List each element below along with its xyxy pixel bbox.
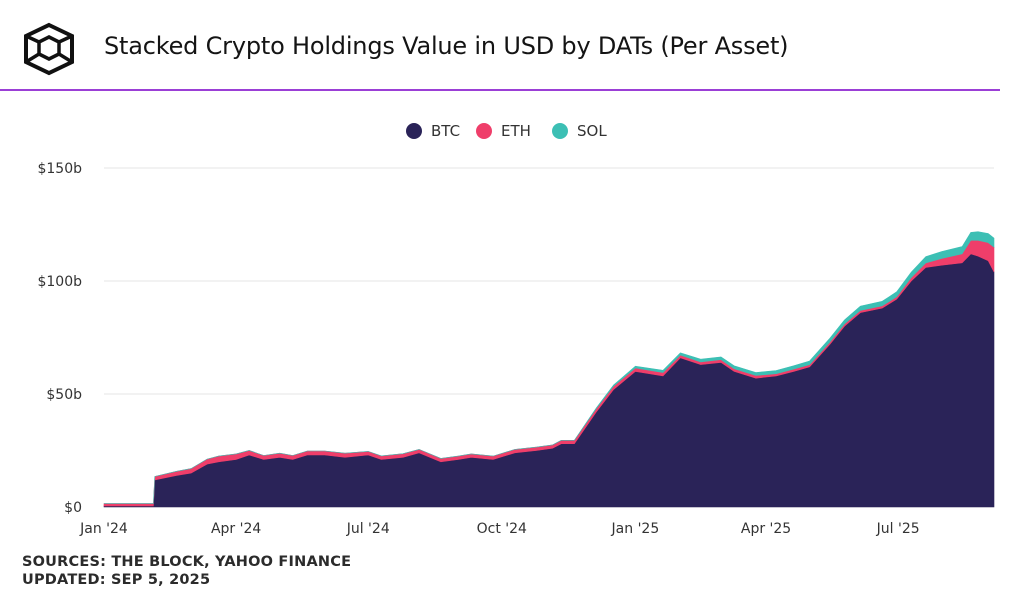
legend-item-btc[interactable]: BTC: [406, 122, 460, 140]
area-sol: [104, 231, 995, 504]
chart-title: Stacked Crypto Holdings Value in USD by …: [104, 32, 789, 60]
x-tick-label: Jul '24: [346, 521, 390, 537]
legend-swatch-btc: [406, 123, 422, 139]
x-tick-label: Jul '25: [876, 521, 920, 537]
title-divider: [0, 89, 1000, 91]
legend-label: BTC: [431, 122, 460, 140]
x-tick-label: Jan '24: [79, 521, 128, 537]
y-tick-label: $150b: [37, 161, 82, 177]
legend-swatch-sol: [552, 123, 568, 139]
y-tick-label: $0: [64, 500, 82, 516]
chart-header: Stacked Crypto Holdings Value in USD by …: [0, 0, 1024, 91]
x-tick-label: Oct '24: [477, 521, 527, 537]
x-tick-label: Apr '24: [211, 521, 261, 537]
x-tick-label: Jan '25: [611, 521, 660, 537]
legend-swatch-eth: [476, 123, 492, 139]
y-tick-label: $50b: [46, 387, 82, 403]
x-tick-label: Apr '25: [741, 521, 791, 537]
area-btc: [103, 253, 995, 508]
sources-note: SOURCES: THE BLOCK, YAHOO FINANCE: [22, 554, 352, 570]
legend-item-eth[interactable]: ETH: [476, 122, 531, 140]
legend-item-sol[interactable]: SOL: [552, 122, 607, 140]
chart-footer: SOURCES: THE BLOCK, YAHOO FINANCE UPDATE…: [22, 553, 351, 589]
axes: $0 $50b $100b $150b Jan '24 Apr '24 Jul '24 Oct…: [37, 161, 919, 537]
legend-label: ETH: [501, 122, 531, 140]
the-block-logo-icon: [24, 22, 74, 76]
area-series: [103, 231, 995, 508]
updated-note: UPDATED: SEP 5, 2025: [22, 572, 211, 588]
y-tick-label: $100b: [37, 274, 82, 290]
legend[interactable]: BTC ETH SOL: [406, 122, 607, 140]
legend-label: SOL: [577, 122, 607, 140]
